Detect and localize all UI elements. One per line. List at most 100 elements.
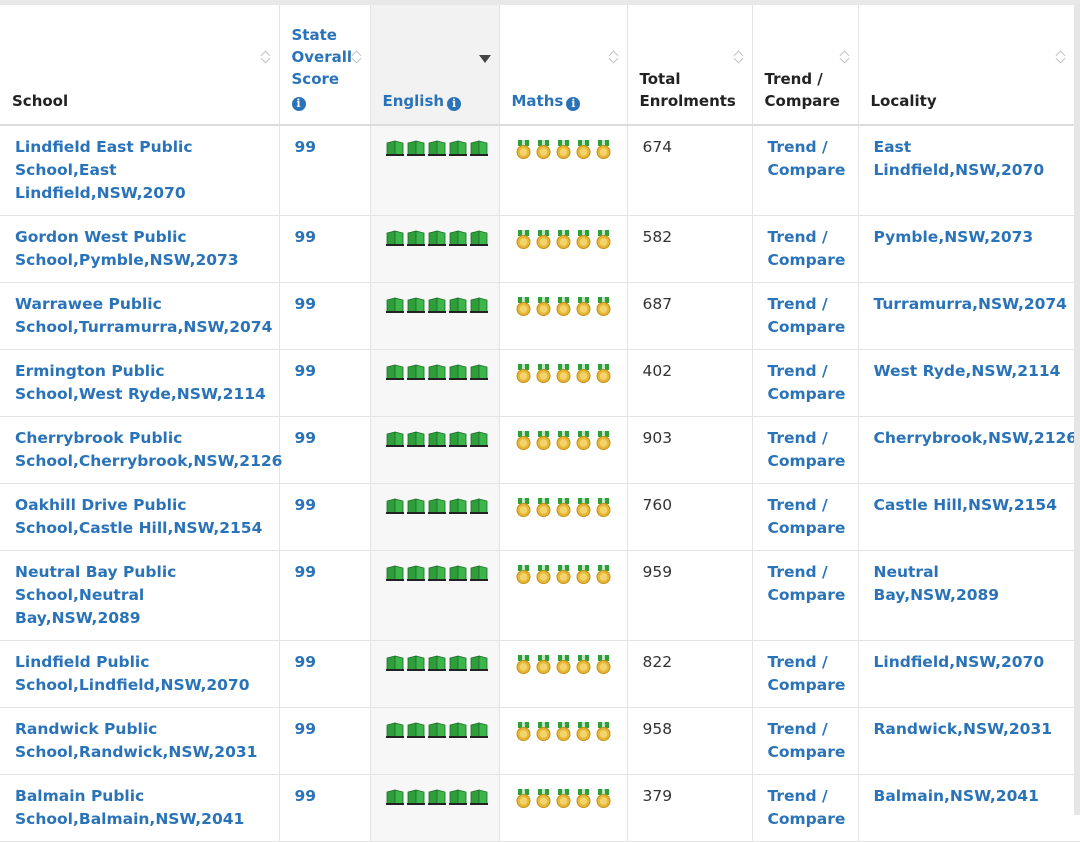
locality-link[interactable]: Castle Hill,NSW,2154 xyxy=(873,496,1058,514)
school-link[interactable]: Balmain Public School,Balmain,NSW,2041 xyxy=(15,787,245,828)
school-link[interactable]: Neutral Bay Public School,Neutral Bay,NS… xyxy=(15,563,177,627)
header-maths-label[interactable]: Maths xyxy=(511,92,564,110)
score-link[interactable]: 99 xyxy=(294,228,317,246)
sort-icon[interactable] xyxy=(260,49,271,65)
book-icon xyxy=(448,230,467,246)
medal-icon xyxy=(575,140,592,159)
school-link[interactable]: Randwick Public School,Randwick,NSW,2031 xyxy=(15,720,258,761)
header-trend-line1: Trend / xyxy=(764,70,823,88)
table-row: Balmain Public School,Balmain,NSW,2041 9… xyxy=(0,774,1080,842)
trend-compare-link[interactable]: Trend / Compare xyxy=(767,362,846,403)
sort-icon[interactable] xyxy=(1055,49,1066,65)
school-cell: Balmain Public School,Balmain,NSW,2041 xyxy=(0,774,279,842)
medal-icon xyxy=(535,565,552,584)
medal-icon xyxy=(595,230,612,249)
score-link[interactable]: 99 xyxy=(294,295,317,313)
maths-cell xyxy=(498,349,627,417)
header-english-label[interactable]: English xyxy=(382,92,445,110)
school-cell: Warrawee Public School,Turramurra,NSW,20… xyxy=(0,282,279,350)
header-english[interactable]: English i xyxy=(369,5,499,126)
trend-compare-link[interactable]: Trend / Compare xyxy=(767,138,846,179)
header-locality[interactable]: Locality xyxy=(857,5,1080,126)
header-enrol-line2: Enrolments xyxy=(639,92,736,110)
book-icon xyxy=(448,722,467,738)
maths-cell xyxy=(498,215,627,283)
sort-icon[interactable] xyxy=(351,49,362,65)
medal-icon xyxy=(515,140,532,159)
school-link[interactable]: Cherrybrook Public School,Cherrybrook,NS… xyxy=(15,429,283,470)
medal-icon xyxy=(515,364,532,383)
score-link[interactable]: 99 xyxy=(294,720,317,738)
score-link[interactable]: 99 xyxy=(294,138,317,156)
locality-link[interactable]: Randwick,NSW,2031 xyxy=(873,720,1053,738)
trend-compare-link[interactable]: Trend / Compare xyxy=(767,228,846,269)
sort-icon[interactable] xyxy=(608,49,619,65)
header-school-label: School xyxy=(12,92,69,110)
header-school[interactable]: School xyxy=(0,5,279,126)
score-link[interactable]: 99 xyxy=(294,563,317,581)
score-cell: 99 xyxy=(278,774,370,842)
school-cell: Neutral Bay Public School,Neutral Bay,NS… xyxy=(0,550,279,641)
sort-descending-icon[interactable] xyxy=(478,55,491,63)
locality-link[interactable]: Turramurra,NSW,2074 xyxy=(873,295,1067,313)
medal-icon xyxy=(555,722,572,741)
medal-icon xyxy=(575,297,592,316)
trend-cell: Trend / Compare xyxy=(751,774,858,842)
score-cell: 99 xyxy=(278,483,370,551)
header-state-score[interactable]: State Overall Score i xyxy=(278,5,370,126)
school-link[interactable]: Gordon West Public School,Pymble,NSW,207… xyxy=(15,228,239,269)
trend-compare-link[interactable]: Trend / Compare xyxy=(767,720,846,761)
medal-icon xyxy=(535,431,552,450)
header-locality-label: Locality xyxy=(870,92,937,110)
table-row: Cherrybrook Public School,Cherrybrook,NS… xyxy=(0,416,1080,484)
scrollbar-track[interactable] xyxy=(1074,5,1080,815)
info-icon[interactable]: i xyxy=(566,97,581,111)
score-link[interactable]: 99 xyxy=(294,653,317,671)
score-link[interactable]: 99 xyxy=(294,787,317,805)
medal-icon xyxy=(595,498,612,517)
school-link[interactable]: Oakhill Drive Public School,Castle Hill,… xyxy=(15,496,263,537)
book-icon xyxy=(427,140,446,156)
trend-compare-link[interactable]: Trend / Compare xyxy=(767,653,846,694)
header-score-line3[interactable]: Score xyxy=(291,70,340,88)
sort-icon[interactable] xyxy=(839,49,850,65)
info-icon[interactable]: i xyxy=(447,97,462,111)
book-icon xyxy=(385,297,404,313)
maths-rating xyxy=(515,427,615,450)
trend-cell: Trend / Compare xyxy=(751,282,858,350)
locality-link[interactable]: West Ryde,NSW,2114 xyxy=(873,362,1061,380)
trend-compare-link[interactable]: Trend / Compare xyxy=(767,496,846,537)
trend-compare-link[interactable]: Trend / Compare xyxy=(767,563,846,604)
info-icon[interactable]: i xyxy=(291,97,306,111)
school-link[interactable]: Warrawee Public School,Turramurra,NSW,20… xyxy=(15,295,273,336)
locality-link[interactable]: Cherrybrook,NSW,2126 xyxy=(873,429,1078,447)
header-score-line1[interactable]: State xyxy=(291,26,337,44)
sort-icon[interactable] xyxy=(733,49,744,65)
maths-cell xyxy=(498,640,627,708)
header-maths[interactable]: Maths i xyxy=(498,5,627,126)
score-link[interactable]: 99 xyxy=(294,496,317,514)
school-link[interactable]: Ermington Public School,West Ryde,NSW,21… xyxy=(15,362,266,403)
trend-compare-link[interactable]: Trend / Compare xyxy=(767,295,846,336)
header-total-enrolments[interactable]: Total Enrolments xyxy=(626,5,752,126)
header-trend-compare[interactable]: Trend / Compare xyxy=(751,5,858,126)
medal-icon xyxy=(575,565,592,584)
school-link[interactable]: Lindfield Public School,Lindfield,NSW,20… xyxy=(15,653,250,694)
score-link[interactable]: 99 xyxy=(294,362,317,380)
score-link[interactable]: 99 xyxy=(294,429,317,447)
book-icon xyxy=(406,364,425,380)
school-link[interactable]: Lindfield East Public School,East Lindfi… xyxy=(15,138,193,202)
book-icon xyxy=(385,364,404,380)
medal-icon xyxy=(555,565,572,584)
locality-link[interactable]: East Lindfield,NSW,2070 xyxy=(873,138,1045,179)
locality-link[interactable]: Balmain,NSW,2041 xyxy=(873,787,1039,805)
header-score-line2[interactable]: Overall xyxy=(291,48,353,66)
locality-link[interactable]: Lindfield,NSW,2070 xyxy=(873,653,1045,671)
trend-compare-link[interactable]: Trend / Compare xyxy=(767,429,846,470)
locality-link[interactable]: Neutral Bay,NSW,2089 xyxy=(873,563,1000,604)
medal-icon xyxy=(535,140,552,159)
trend-compare-link[interactable]: Trend / Compare xyxy=(767,787,846,828)
locality-link[interactable]: Pymble,NSW,2073 xyxy=(873,228,1034,246)
medal-icon xyxy=(575,431,592,450)
